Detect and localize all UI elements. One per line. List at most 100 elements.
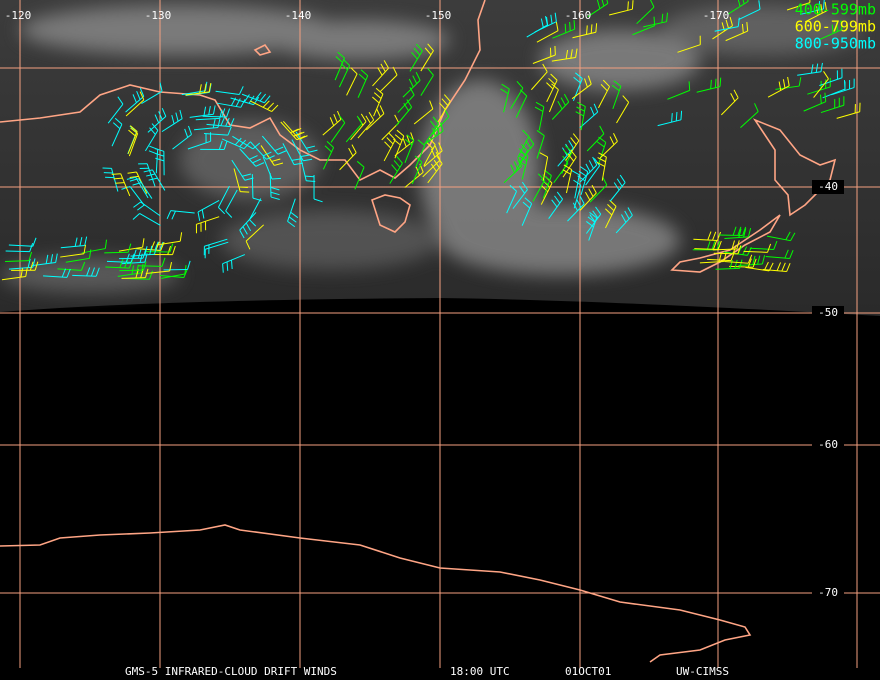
barb-flag bbox=[86, 267, 91, 277]
barb-flag bbox=[391, 164, 398, 172]
barb-shaft bbox=[225, 189, 238, 212]
barb-flag bbox=[820, 62, 823, 72]
barb-flag bbox=[571, 169, 580, 176]
footer-date: 01OCT01 bbox=[565, 665, 611, 678]
barb-flag bbox=[539, 152, 548, 158]
longitude-label: -140 bbox=[285, 9, 312, 22]
barb-flag bbox=[394, 134, 403, 141]
barb-flag bbox=[158, 111, 163, 120]
barb-flag bbox=[823, 71, 829, 80]
barb-shaft bbox=[420, 74, 434, 96]
barb-flag bbox=[409, 86, 415, 96]
barb-flag bbox=[573, 76, 581, 84]
barb-shaft bbox=[105, 266, 130, 269]
barb-shaft bbox=[141, 90, 163, 105]
barb-flag bbox=[576, 106, 585, 112]
barb-shaft bbox=[415, 145, 426, 168]
barb-shaft bbox=[155, 149, 159, 174]
barb-shaft bbox=[532, 54, 556, 64]
barb-shaft bbox=[588, 217, 598, 241]
barb-flag bbox=[133, 201, 141, 208]
barb-flag bbox=[288, 216, 297, 223]
barb-flag bbox=[568, 140, 574, 149]
barb-shaft bbox=[551, 56, 576, 62]
footer-title: GMS-5 INFRARED-CLOUD DRIFT WINDS bbox=[125, 665, 337, 678]
barb-shaft bbox=[800, 8, 824, 15]
barb-flag bbox=[155, 241, 160, 251]
barb-shaft bbox=[579, 192, 597, 211]
barb-flag bbox=[208, 105, 211, 116]
barb-shaft bbox=[632, 25, 655, 36]
barb-shaft bbox=[831, 87, 855, 96]
barb-flag bbox=[586, 25, 588, 35]
barb-flag bbox=[429, 100, 434, 110]
barb-flag bbox=[230, 260, 233, 270]
barb-flag bbox=[551, 199, 558, 208]
barb-flag bbox=[747, 258, 752, 268]
barb-flag bbox=[149, 245, 153, 255]
barb-shaft bbox=[546, 80, 558, 103]
barb-flag bbox=[383, 60, 390, 69]
barb-shaft bbox=[804, 10, 827, 23]
barb-flag bbox=[426, 141, 434, 150]
longitude-label: -130 bbox=[145, 9, 172, 22]
barb-shaft bbox=[130, 253, 155, 257]
barb-shaft bbox=[125, 96, 145, 113]
barb-flag bbox=[550, 73, 558, 81]
barb-flag bbox=[132, 182, 142, 186]
barb-shaft bbox=[536, 30, 559, 43]
barb-flag bbox=[706, 241, 711, 251]
barb-flag bbox=[271, 177, 281, 180]
barb-flag bbox=[776, 262, 782, 271]
barb-shaft bbox=[598, 86, 610, 109]
barb-shaft bbox=[585, 213, 602, 234]
barb-shaft bbox=[749, 247, 774, 250]
barb-flag bbox=[820, 4, 823, 14]
barb-flag bbox=[569, 21, 571, 32]
barb-flag bbox=[428, 137, 436, 145]
barb-shaft bbox=[573, 185, 582, 209]
barb-shaft bbox=[715, 267, 740, 270]
barb-flag bbox=[201, 209, 205, 219]
barb-flag bbox=[631, 0, 634, 10]
barb-flag bbox=[798, 77, 802, 87]
barb-flag bbox=[203, 106, 207, 116]
barb-flag bbox=[596, 141, 605, 148]
barb-shaft bbox=[136, 248, 161, 251]
barb-shaft bbox=[542, 156, 549, 181]
barb-shaft bbox=[159, 274, 184, 279]
barb-flag bbox=[754, 103, 759, 112]
latitude-label: -60 bbox=[818, 438, 838, 451]
barb-flag bbox=[540, 184, 549, 193]
barb-flag bbox=[742, 246, 748, 255]
barb-flag bbox=[187, 260, 191, 270]
barb-shaft bbox=[139, 213, 161, 226]
barb-shaft bbox=[551, 101, 570, 120]
barb-shaft bbox=[346, 73, 358, 96]
barb-shaft bbox=[714, 26, 739, 32]
barb-flag bbox=[716, 241, 721, 251]
barb-flag bbox=[521, 181, 528, 190]
barb-flag bbox=[50, 254, 54, 264]
barb-flag bbox=[575, 48, 578, 58]
barb-flag bbox=[154, 245, 158, 255]
barb-flag bbox=[579, 195, 585, 205]
barb-flag bbox=[342, 58, 350, 66]
barb-flag bbox=[688, 81, 691, 91]
barb-flag bbox=[212, 105, 216, 115]
barb-shaft bbox=[104, 251, 129, 254]
barb-shaft bbox=[803, 101, 826, 112]
barb-flag bbox=[739, 259, 743, 269]
barb-shaft bbox=[232, 135, 254, 150]
barb-flag bbox=[593, 103, 599, 113]
barb-flag bbox=[596, 0, 601, 9]
barb-flag bbox=[768, 262, 774, 272]
latitude-label: -40 bbox=[818, 180, 838, 193]
barb-shaft bbox=[107, 103, 124, 124]
barb-flag bbox=[356, 160, 365, 168]
longitude-label: -120 bbox=[5, 9, 32, 22]
barb-shaft bbox=[574, 174, 580, 199]
barb-flag bbox=[29, 261, 34, 271]
barb-flag bbox=[836, 22, 838, 32]
barb-flag bbox=[786, 263, 791, 272]
